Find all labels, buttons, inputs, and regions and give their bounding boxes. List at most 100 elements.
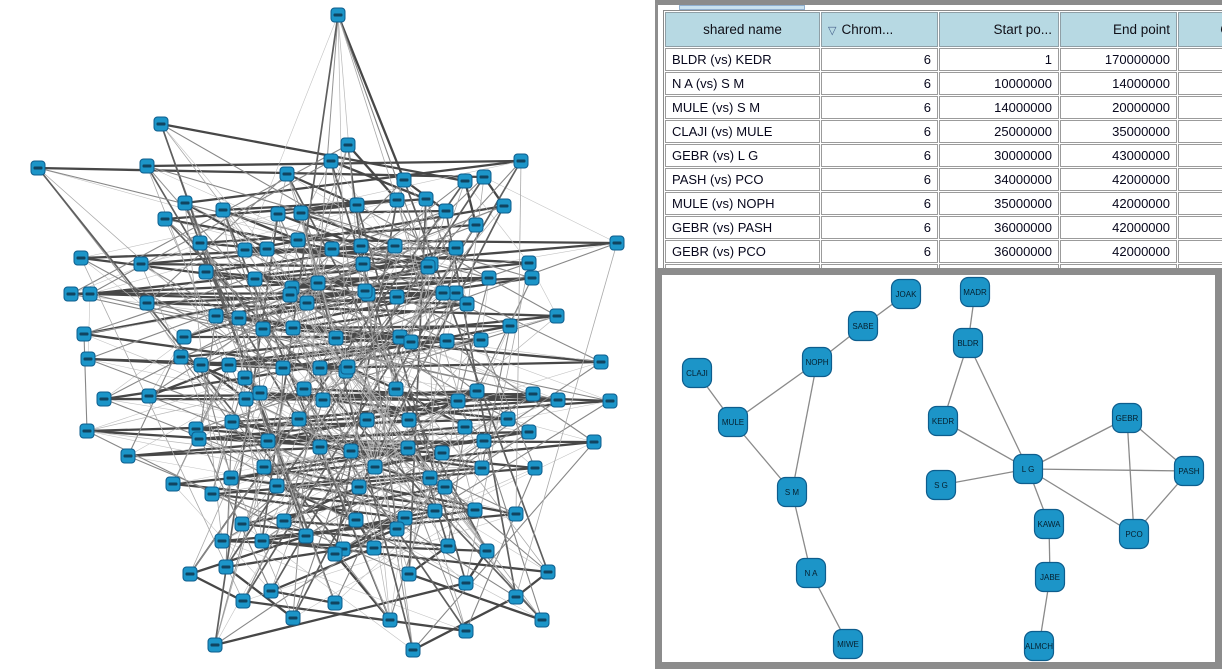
hairball-edge[interactable] <box>292 450 352 619</box>
panel-splitter[interactable] <box>655 3 658 268</box>
hairball-node-89[interactable] <box>500 411 516 427</box>
hairball-edge[interactable] <box>266 248 448 342</box>
hairball-node-121[interactable] <box>397 510 413 526</box>
hairball-edge[interactable] <box>37 167 344 550</box>
hairball-edge[interactable] <box>200 247 457 366</box>
hairball-edge[interactable] <box>374 292 457 468</box>
hairball-node-101[interactable] <box>343 443 359 459</box>
hairball-node-140[interactable] <box>508 589 524 605</box>
hairball-node-132[interactable] <box>479 543 495 559</box>
hairball-edge[interactable] <box>358 180 466 488</box>
hairball-node-144[interactable] <box>382 612 398 628</box>
hairball-edge[interactable] <box>345 370 478 392</box>
hairball-edge[interactable] <box>297 239 549 573</box>
hairball-edge[interactable] <box>195 315 558 430</box>
hairball-edge[interactable] <box>89 249 246 295</box>
hairball-node-38[interactable] <box>310 275 326 291</box>
hairball-edge[interactable] <box>446 340 611 402</box>
table-cell[interactable]: 6 <box>821 240 938 263</box>
table-cell[interactable]: 8.9 <box>1178 216 1222 239</box>
table-cell[interactable]: 7.5 <box>1178 96 1222 119</box>
hairball-node-25[interactable] <box>290 232 306 248</box>
hairball-node-35[interactable] <box>198 264 214 280</box>
hairball-edge[interactable] <box>242 599 467 633</box>
table-row[interactable]: MULE (vs) S M614000000200000007.5 <box>665 96 1222 119</box>
hairball-edge[interactable] <box>80 257 284 369</box>
hairball-edge[interactable] <box>270 245 396 592</box>
hairball-node-55[interactable] <box>76 326 92 342</box>
hairball-node-73[interactable] <box>237 370 253 386</box>
hairball-edge[interactable] <box>465 262 530 584</box>
node-kedr[interactable]: KEDR <box>927 405 959 437</box>
hairball-edge[interactable] <box>394 245 398 298</box>
hairball-node-83[interactable] <box>388 381 404 397</box>
hairball-edge[interactable] <box>334 510 436 604</box>
hairball-edge[interactable] <box>83 333 247 400</box>
hairball-node-77[interactable] <box>252 385 268 401</box>
hairball-edge[interactable] <box>362 205 505 265</box>
hairball-edge[interactable] <box>146 165 533 279</box>
hairball-node-11[interactable] <box>389 192 405 208</box>
hairball-edge[interactable] <box>87 293 91 360</box>
hairball-edge[interactable] <box>345 370 466 428</box>
hairball-edge[interactable] <box>356 204 558 317</box>
hairball-edge[interactable] <box>337 14 347 372</box>
hairball-edge[interactable] <box>464 180 530 264</box>
table-cell[interactable]: GEBR (vs) PASH <box>665 216 820 239</box>
hairball-node-111[interactable] <box>256 459 272 475</box>
table-cell[interactable]: 42000000 <box>1060 168 1177 191</box>
table-cell[interactable]: GEBR (vs) L G <box>665 144 820 167</box>
hairball-node-7[interactable] <box>396 172 412 188</box>
hairball-edge[interactable] <box>292 327 376 468</box>
hairball-edge[interactable] <box>244 249 412 343</box>
hairball-node-98[interactable] <box>191 431 207 447</box>
hairball-node-134[interactable] <box>182 566 198 582</box>
hairball-edge[interactable] <box>447 467 483 547</box>
hairball-edge[interactable] <box>89 160 332 295</box>
hairball-edge[interactable] <box>200 294 291 366</box>
hairball-node-102[interactable] <box>400 440 416 456</box>
edge-bldr-l-g[interactable] <box>967 342 1029 470</box>
filter-icon[interactable]: ▽ <box>828 25 837 37</box>
hairball-edge[interactable] <box>425 198 436 512</box>
hairball-edge[interactable] <box>244 14 339 251</box>
hairball-edge[interactable] <box>403 179 457 249</box>
hairball-node-92[interactable] <box>359 412 375 428</box>
hairball-edge[interactable] <box>83 210 447 335</box>
hairball-node-39[interactable] <box>355 256 371 272</box>
hairball-edge[interactable] <box>127 367 284 457</box>
table-cell[interactable]: 11.4 <box>1178 168 1222 191</box>
edge-l-g-gebr[interactable] <box>1027 417 1128 470</box>
hairball-edge[interactable] <box>200 364 232 479</box>
hairball-edge[interactable] <box>277 213 337 339</box>
table-cell[interactable]: 6 <box>821 96 938 119</box>
hairball-edge[interactable] <box>225 547 344 569</box>
hairball-node-46[interactable] <box>82 286 98 302</box>
panel-tab[interactable] <box>679 5 805 10</box>
hairball-edge[interactable] <box>480 277 490 341</box>
hairball-node-76[interactable] <box>340 359 356 375</box>
hairball-node-84[interactable] <box>450 393 466 409</box>
hairball-edge[interactable] <box>480 339 536 469</box>
hairball-edge[interactable] <box>374 339 482 468</box>
hairball-edge[interactable] <box>140 263 217 317</box>
hairball-node-59[interactable] <box>255 321 271 337</box>
hairball-edge[interactable] <box>103 398 406 519</box>
hairball-node-21[interactable] <box>293 205 309 221</box>
hairball-node-120[interactable] <box>427 503 443 519</box>
hairball-edge[interactable] <box>476 277 533 392</box>
hairball-edge[interactable] <box>140 263 321 369</box>
column-header-start-po[interactable]: Start po... <box>939 12 1059 47</box>
hairball-edge[interactable] <box>292 14 339 619</box>
hairball-edge[interactable] <box>86 430 376 468</box>
hairball-edge[interactable] <box>396 160 522 298</box>
hairball-edge[interactable] <box>337 14 429 268</box>
hairball-node-57[interactable] <box>208 308 224 324</box>
hairball-edge[interactable] <box>261 539 549 574</box>
hairball-edge[interactable] <box>261 466 376 542</box>
hairball-edge[interactable] <box>480 339 509 420</box>
hairball-edge[interactable] <box>300 209 447 215</box>
hairball-node-28[interactable] <box>387 238 403 254</box>
hairball-edge[interactable] <box>345 339 482 372</box>
hairball-node-52[interactable] <box>435 285 451 301</box>
